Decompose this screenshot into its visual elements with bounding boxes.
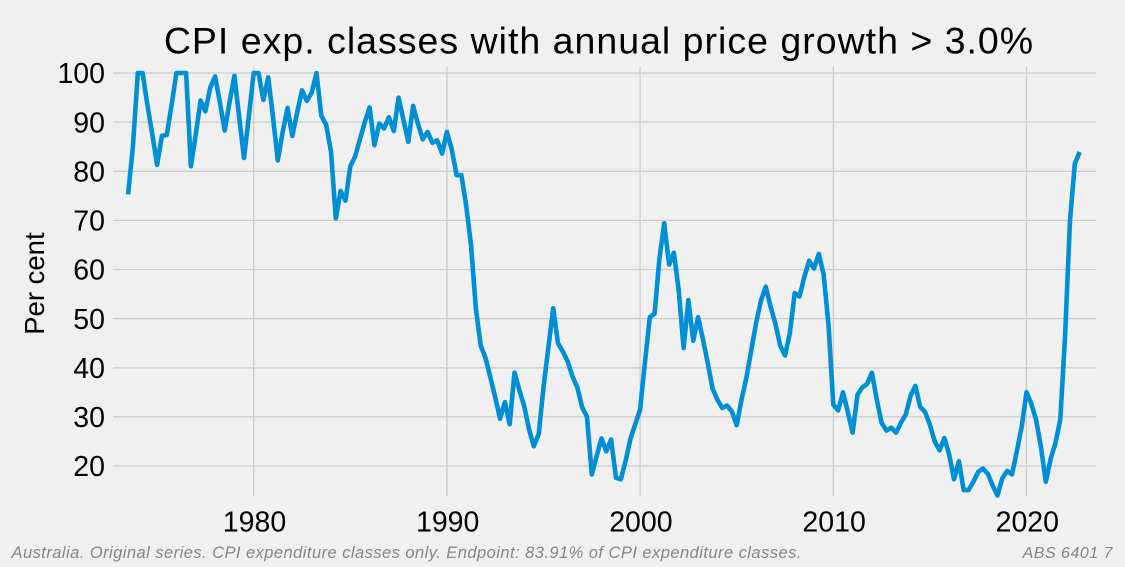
svg-text:40: 40 [73,353,105,385]
svg-text:2010: 2010 [802,507,865,539]
svg-text:1980: 1980 [223,507,286,539]
svg-text:50: 50 [73,304,105,336]
svg-text:2020: 2020 [996,507,1059,539]
svg-text:100: 100 [57,58,105,90]
svg-text:Per cent: Per cent [19,232,50,335]
svg-text:90: 90 [73,107,105,139]
svg-text:60: 60 [73,255,105,287]
svg-text:CPI exp. classes with annual p: CPI exp. classes with annual price growt… [164,19,1034,61]
svg-text:1990: 1990 [416,507,479,539]
svg-text:80: 80 [73,157,105,189]
svg-text:Australia. Original series. CP: Australia. Original series. CPI expendit… [11,544,802,562]
svg-text:70: 70 [73,206,105,238]
svg-text:20: 20 [73,451,105,483]
svg-text:30: 30 [73,402,105,434]
svg-text:2000: 2000 [609,507,672,539]
svg-text:ABS 6401 7: ABS 6401 7 [1022,545,1114,562]
